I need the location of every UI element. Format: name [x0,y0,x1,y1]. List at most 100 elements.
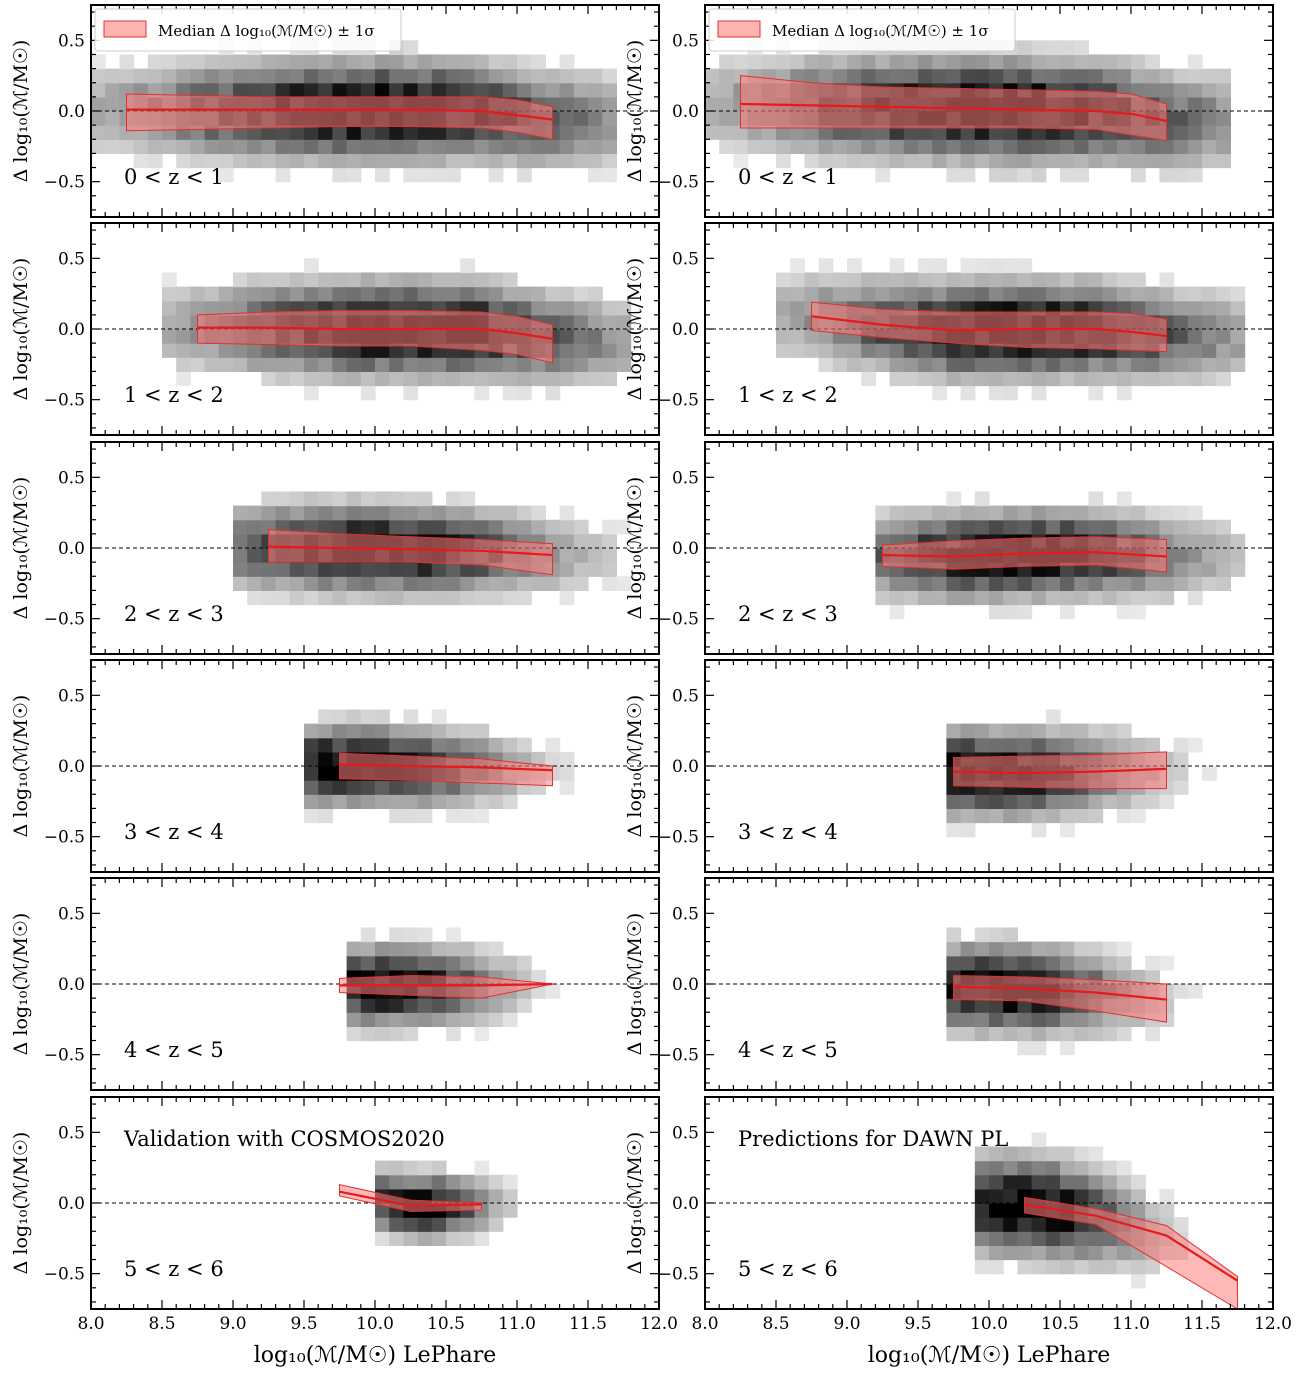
histogram-cell [474,808,490,824]
y-axis-label: Δ log₁₀(ℳ/M☉) [624,913,646,1056]
legend: Median Δ log₁₀(ℳ/M☉) ± 1σ [94,8,402,52]
redshift-label: 0 < z < 1 [124,165,224,189]
histogram-cell [932,590,947,606]
histogram-cell [946,491,962,507]
histogram-cell [176,357,191,372]
histogram-cell [1102,519,1118,535]
histogram-cell [1102,505,1118,521]
histogram-cell [488,505,504,521]
histogram-cell [1017,1174,1033,1190]
histogram-cell [1088,272,1104,288]
histogram-cell [502,54,518,70]
histogram-cell [832,125,848,140]
histogram-cell [474,505,490,521]
x-tick-label: 10.0 [356,1314,394,1334]
histogram-cell [1145,54,1160,70]
histogram-cell [1131,300,1146,316]
histogram-cell [861,125,876,140]
histogram-cell [1031,1259,1047,1275]
histogram-cell [1045,1160,1061,1176]
histogram-cell [1031,1217,1047,1232]
histogram-cell [1074,40,1089,56]
histogram-cell [1202,125,1217,140]
histogram-cell [1116,941,1132,957]
histogram-cell [1060,1160,1075,1176]
histogram-cell [1031,40,1047,56]
histogram-cell [974,1259,990,1275]
y-tick-label: 0.0 [672,102,699,122]
histogram-cell [517,737,532,753]
median-line [339,763,553,772]
x-tick-label: 12.0 [1254,1314,1292,1334]
histogram-cell [446,153,461,169]
histogram-cell [903,125,919,140]
histogram-cell [389,125,404,140]
histogram-cell [403,709,419,725]
histogram-cell [318,82,333,98]
histogram-cell [1003,1203,1018,1218]
redshift-label: 2 < z < 3 [738,602,838,626]
histogram-cell [573,314,589,330]
histogram-cell [389,1012,404,1027]
histogram-cell [1031,357,1047,372]
y-tick-label: 0.0 [672,757,699,777]
histogram-cell [204,357,220,372]
histogram-cell [1202,153,1217,169]
histogram-cell [559,576,575,591]
histogram-cell [417,519,433,535]
histogram-cell [1060,519,1075,535]
histogram-cell [176,343,191,358]
histogram-cell [588,125,603,140]
histogram-cell [318,519,333,535]
histogram-cell [1088,371,1104,387]
histogram-cell [1003,737,1018,753]
histogram-cell [431,998,447,1013]
redshift-label: 4 < z < 5 [738,1038,838,1062]
histogram-cell [403,125,419,140]
histogram-cell [446,998,461,1013]
histogram-cell [847,258,862,274]
y-axis-label: Δ log₁₀(ℳ/M☉) [10,477,32,620]
histogram-cell [375,357,390,372]
histogram-cell [1060,505,1075,521]
histogram-cell [974,955,990,971]
histogram-cell [403,40,419,56]
histogram-cell [602,533,617,549]
histogram-cell [1187,286,1203,302]
histogram-cell [989,723,1004,739]
histogram-cell [403,927,419,943]
y-tick-label: 0.0 [58,539,85,559]
x-tick-label: 11.0 [498,1314,536,1334]
histogram-cell [946,54,962,70]
histogram-cell [804,343,820,358]
histogram-cell [1187,96,1203,112]
histogram-cell [1159,286,1175,302]
histogram-cell [488,794,504,809]
histogram-cell [233,54,248,70]
histogram-cell [1088,794,1104,809]
histogram-cell [1187,153,1203,169]
x-tick-label: 9.0 [833,1314,860,1334]
histogram-cell [545,153,561,169]
histogram-cell [832,139,848,154]
histogram-cell [261,576,277,591]
histogram-cell [1159,82,1175,98]
histogram-cell [1116,491,1132,507]
histogram-cell [989,153,1004,169]
histogram-cell [889,590,905,606]
panel-plot-area [91,927,659,1042]
histogram-cell [318,125,333,140]
y-tick-label: 0.5 [672,249,699,269]
histogram-cell [502,505,518,521]
histogram-cell [1216,329,1231,344]
histogram-cell [261,153,277,169]
y-tick-label: −0.5 [658,1265,699,1285]
histogram-cell [861,357,876,372]
histogram-cell [1031,139,1047,154]
histogram-cell [974,1203,990,1218]
histogram-cell [946,1026,962,1042]
histogram-cell [403,737,419,753]
histogram-cell [431,1217,447,1232]
histogram-cell [559,54,575,70]
histogram-cell [502,998,518,1013]
